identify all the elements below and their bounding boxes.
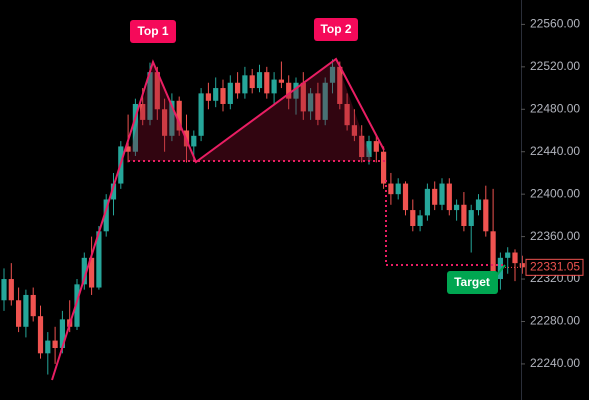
candle-body (81, 257, 87, 285)
candle-body (235, 82, 241, 94)
candle-body (154, 72, 160, 110)
candle-body (74, 284, 80, 327)
candle-body (359, 135, 365, 158)
y-tick-label: 22520.00 (530, 59, 580, 73)
label-box (314, 18, 358, 41)
candle-body (293, 82, 299, 99)
y-tick-label: 22480.00 (530, 101, 580, 115)
candle-body (96, 231, 102, 288)
candle-body (424, 188, 430, 216)
candle-body (519, 263, 525, 268)
candle-body (52, 340, 58, 349)
candle-body (271, 79, 277, 94)
y-tick-label: 22280.00 (530, 314, 580, 328)
candle-body (8, 279, 14, 301)
candle-body (110, 183, 117, 200)
annotation: Top 1 (137, 24, 168, 38)
candle-body (140, 103, 146, 120)
candle-body (410, 210, 416, 226)
candle-body (278, 79, 284, 83)
target-pointer (496, 264, 506, 276)
candle-body (344, 103, 350, 126)
candle-body (461, 204, 467, 226)
candle-body (176, 100, 182, 131)
candle-body (147, 72, 153, 120)
candle-body (322, 82, 328, 120)
candle-body (169, 100, 175, 136)
candle-body (402, 183, 409, 211)
candle-body (264, 72, 270, 94)
candle-body (162, 109, 168, 136)
candle-body (23, 294, 29, 327)
candle-body (1, 279, 7, 301)
candle-body (37, 316, 44, 354)
candle-body (103, 199, 109, 232)
candle-body (45, 340, 51, 354)
candle-body (439, 183, 445, 205)
candle-body (483, 199, 489, 232)
candle-body (198, 93, 204, 136)
candle-body (454, 204, 460, 211)
candle-body (220, 88, 226, 104)
label-box (130, 20, 176, 43)
candle-body (125, 146, 131, 152)
candle-body (191, 135, 197, 147)
candle-body (315, 93, 321, 120)
candle-body (59, 319, 65, 349)
candle-body (132, 103, 138, 152)
last-price-label: 22331.05 (530, 259, 580, 273)
candle-body (89, 257, 95, 288)
candle-body (329, 66, 336, 83)
y-tick-label: 22440.00 (530, 144, 580, 158)
candle-body (417, 215, 423, 226)
pattern-fill (128, 59, 372, 162)
candle-body (300, 82, 306, 112)
candle-body (395, 183, 401, 195)
annotation: Target (454, 275, 490, 289)
candle-body (256, 72, 263, 89)
candle-body (373, 141, 379, 152)
last-price-box (525, 258, 584, 276)
candle-body (497, 257, 503, 280)
candle-body (475, 199, 482, 211)
candle-body (249, 75, 255, 89)
candle-body (30, 294, 36, 317)
candle-body (213, 88, 219, 101)
candles (1, 59, 525, 375)
target-line (385, 180, 505, 266)
candle-body (205, 93, 211, 101)
candle-body (468, 210, 474, 226)
price-axis: 22240.0022280.0022320.0022360.0022400.00… (505, 17, 584, 370)
pattern-line (51, 57, 385, 381)
candle-body (227, 82, 233, 104)
y-tick-label: 22240.00 (530, 356, 580, 370)
candle-body (505, 252, 511, 258)
candle-body (308, 93, 314, 112)
candle-body (351, 125, 357, 136)
y-tick-label: 22400.00 (530, 186, 580, 200)
candle-body (512, 252, 518, 264)
candle-body (366, 141, 372, 158)
candle-body (388, 183, 394, 195)
candle-body (432, 188, 438, 205)
y-tick-label: 22360.00 (530, 229, 580, 243)
candle-body (337, 66, 343, 104)
candle-body (16, 300, 22, 327)
y-tick-label: 22560.00 (530, 17, 580, 31)
candle-body (242, 75, 248, 94)
label-box (447, 271, 498, 294)
candle-body (286, 82, 292, 99)
candle-body (381, 151, 387, 184)
annotation: Top 2 (320, 22, 351, 36)
candle-body (490, 231, 496, 280)
candle-body (446, 183, 452, 211)
